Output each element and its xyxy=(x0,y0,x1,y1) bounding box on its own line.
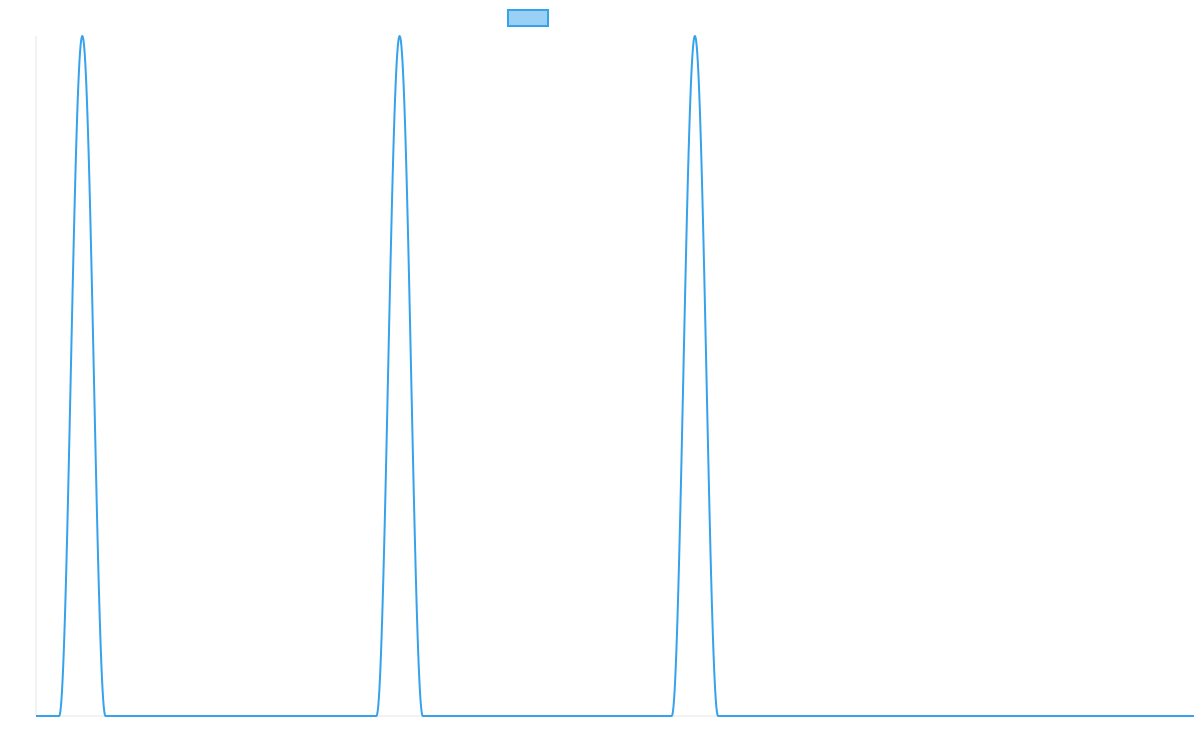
legend[interactable] xyxy=(507,9,549,27)
legend-swatch[interactable] xyxy=(507,9,549,27)
peak-point-0[interactable] xyxy=(78,32,86,40)
series-layer xyxy=(35,32,1195,717)
peak-point-2[interactable] xyxy=(691,32,699,40)
series-line-0 xyxy=(35,35,1195,717)
peak-point-1[interactable] xyxy=(396,32,404,40)
